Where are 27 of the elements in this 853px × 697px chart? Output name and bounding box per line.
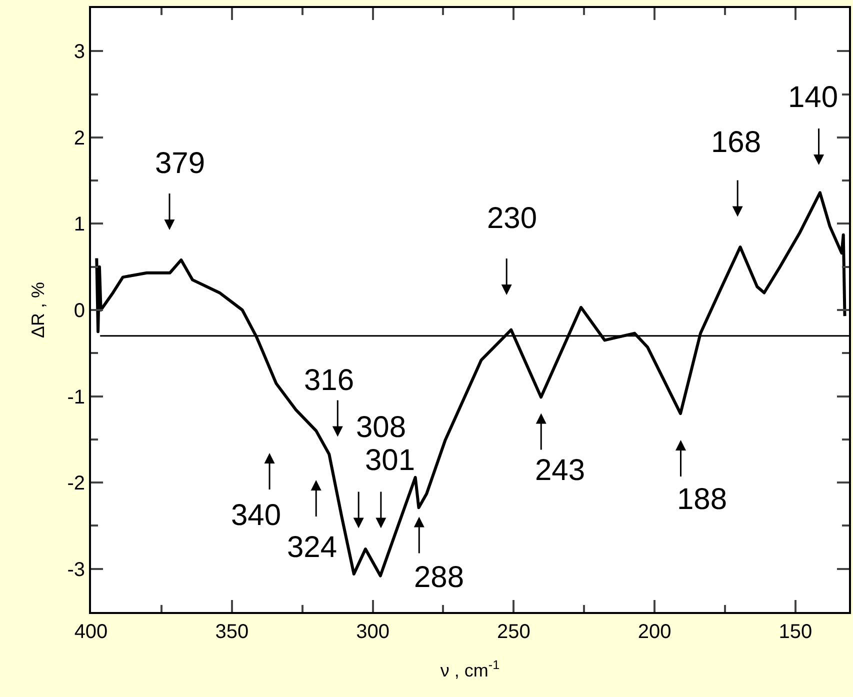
y-axis-title: ΔR , % (28, 282, 48, 338)
annotation: 188 (677, 483, 728, 516)
annotation: 340 (231, 499, 282, 532)
y-tick-label: 1 (74, 214, 85, 236)
x-tick-label: 350 (215, 621, 249, 643)
annotation: 301 (365, 444, 416, 477)
x-tick-label: 150 (778, 621, 812, 643)
annotation: 140 (788, 81, 838, 114)
annotation: 379 (155, 147, 206, 180)
annotation: 243 (535, 454, 586, 487)
annotation: 230 (487, 202, 538, 235)
x-tick-label: 400 (74, 621, 108, 643)
x-tick-label: 200 (638, 621, 672, 643)
y-tick-label: -2 (67, 472, 85, 495)
annotation: 308 (356, 411, 406, 444)
annotation: 168 (711, 126, 762, 159)
x-axis-title: ν , cm$^{-1}$ (440, 658, 500, 681)
annotation: 324 (287, 531, 338, 564)
annotation: 316 (304, 364, 354, 397)
annotation: 288 (414, 561, 464, 594)
y-tick-label: 3 (74, 41, 85, 64)
y-tick-label: -1 (67, 386, 85, 408)
x-tick-label: 250 (496, 621, 530, 643)
y-tick-label: 2 (74, 127, 85, 150)
x-tick-label: 300 (356, 621, 390, 643)
y-tick-label: 0 (74, 300, 85, 322)
y-tick-label: -3 (67, 558, 85, 581)
